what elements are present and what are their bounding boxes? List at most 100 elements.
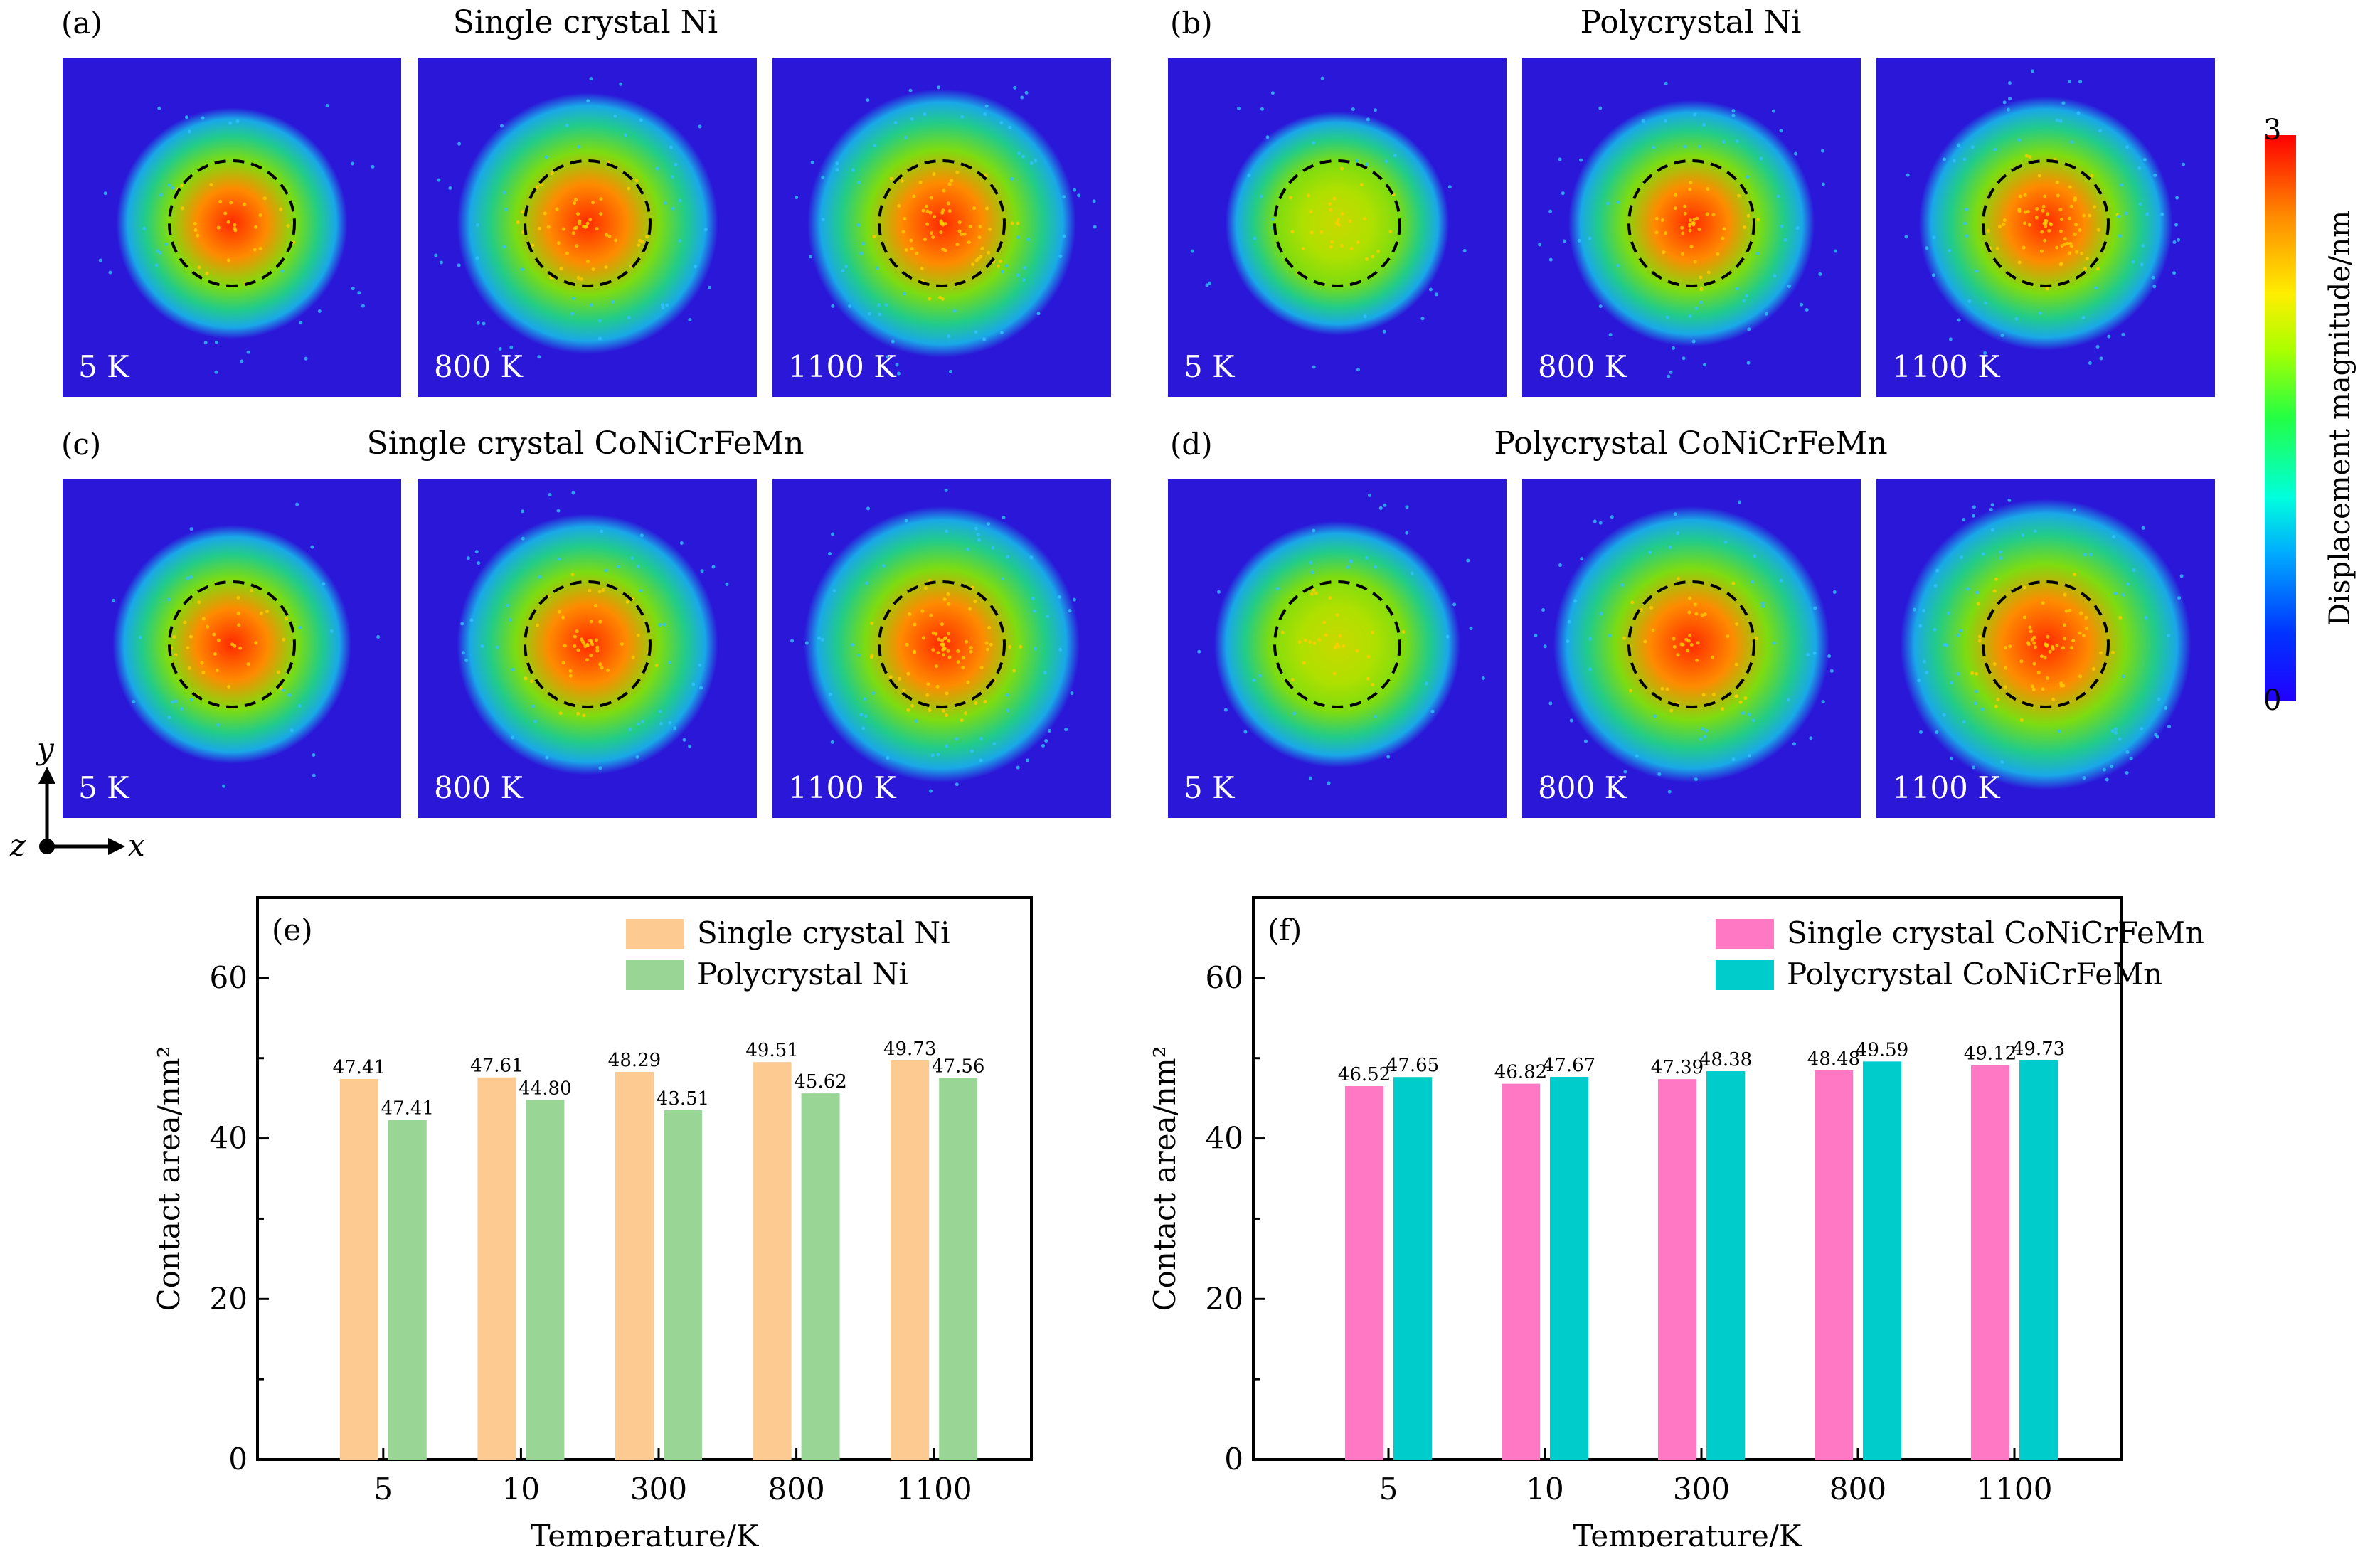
z-axis-dot (39, 839, 55, 854)
axes-indicator (38, 767, 125, 855)
bar (1345, 1085, 1383, 1460)
y-tick-label: 60 (1206, 960, 1243, 995)
bar-value-label: 47.67 (1543, 1055, 1595, 1076)
displacement-map: 800 K (418, 479, 757, 818)
bar-value-label: 49.51 (745, 1040, 798, 1061)
bar-value-label: 48.38 (1699, 1049, 1752, 1070)
panel-title-d: Polycrystal CoNiCrFeMn (1494, 425, 1888, 462)
bar (1863, 1061, 1901, 1460)
panel-title-b: Polycrystal Ni (1580, 4, 1802, 41)
bar-value-label: 49.73 (2012, 1038, 2065, 1060)
bar (2019, 1060, 2058, 1460)
axis-y-label: y (37, 731, 54, 766)
colorbar-label: Displacement magnitude/nm (2324, 210, 2357, 627)
bar-chart-f: 0204060546.5247.651046.8247.6730047.3948… (1147, 896, 2204, 1547)
y-arrowhead (38, 767, 55, 784)
panel-title-a: Single crystal Ni (452, 4, 718, 41)
displacement-map: 800 K (1522, 479, 1861, 818)
displacement-map: 1100 K (1876, 479, 2215, 818)
displacement-map: 800 K (418, 58, 757, 397)
panel-label-a: (a) (61, 6, 102, 41)
temperature-label: 800 K (1538, 770, 1627, 805)
y-tick-label: 0 (1224, 1442, 1243, 1477)
bar (388, 1120, 427, 1460)
bar (753, 1062, 792, 1460)
panel-title-c: Single crystal CoNiCrFeMn (366, 425, 804, 462)
bar (939, 1078, 978, 1460)
y-axis-label: Contact area/nm² (1147, 1046, 1182, 1311)
x-tick-label: 300 (630, 1472, 687, 1506)
temperature-label: 5 K (1184, 349, 1235, 384)
temperature-label: 1100 K (788, 349, 896, 384)
y-tick-label: 0 (228, 1442, 248, 1477)
bar-value-label: 47.41 (333, 1057, 386, 1078)
bar-value-label: 45.62 (794, 1071, 846, 1093)
legend-swatch (1716, 960, 1774, 990)
bar (1658, 1079, 1696, 1460)
x-tick-label: 10 (502, 1472, 540, 1506)
y-axis-label: Contact area/nm² (152, 1046, 186, 1311)
colorbar (2265, 135, 2296, 701)
panel-label-b: (b) (1170, 6, 1213, 41)
x-tick-label: 300 (1673, 1472, 1730, 1506)
legend-swatch (1716, 919, 1774, 949)
bar (1550, 1077, 1588, 1460)
axis-z-label: z (10, 828, 26, 863)
bar (1393, 1077, 1432, 1460)
bar (526, 1100, 565, 1460)
bar-value-label: 48.29 (608, 1050, 661, 1071)
temperature-label: 800 K (434, 770, 523, 805)
y-tick-label: 40 (210, 1121, 248, 1156)
panel-label-c: (c) (61, 427, 102, 462)
x-arrowhead (108, 838, 125, 855)
x-axis-label: Temperature/K (1573, 1519, 1802, 1547)
bar (1706, 1070, 1745, 1460)
bar-value-label: 47.41 (381, 1098, 434, 1120)
legend-label: Single crystal CoNiCrFeMn (1787, 915, 2204, 950)
bar-value-label: 46.52 (1338, 1064, 1391, 1085)
displacement-map: 5 K (63, 479, 401, 818)
displacement-map: 5 K (1168, 58, 1507, 397)
panel-label-d: (d) (1170, 427, 1213, 462)
y-tick-label: 20 (210, 1281, 248, 1316)
x-tick-label: 1100 (896, 1472, 972, 1506)
x-tick-label: 800 (1829, 1472, 1886, 1506)
displacement-map: 5 K (63, 58, 401, 397)
bar-value-label: 47.39 (1651, 1057, 1704, 1078)
y-tick-label: 40 (1206, 1121, 1243, 1156)
x-tick-label: 1100 (1977, 1472, 2053, 1506)
legend-swatch (626, 919, 684, 949)
legend-label: Polycrystal Ni (697, 957, 908, 992)
bar-value-label: 44.80 (519, 1078, 571, 1099)
bar-value-label: 43.51 (657, 1088, 709, 1110)
bar (801, 1093, 840, 1460)
axis-x-label: x (128, 828, 145, 863)
x-tick-label: 800 (768, 1472, 825, 1506)
x-tick-label: 5 (373, 1472, 393, 1506)
legend-swatch (626, 960, 684, 990)
temperature-label: 1100 K (788, 770, 896, 805)
temperature-label: 5 K (78, 349, 129, 384)
bar-value-label: 48.48 (1807, 1048, 1860, 1070)
bar-value-label: 47.56 (932, 1056, 984, 1077)
colorbar-min-label: 0 (2263, 684, 2282, 717)
displacement-map: 1100 K (1876, 58, 2215, 397)
bar-value-label: 49.73 (883, 1038, 936, 1060)
temperature-label: 1100 K (1892, 349, 2000, 384)
displacement-map: 1100 K (772, 479, 1111, 818)
temperature-label: 800 K (434, 349, 523, 384)
y-tick-label: 60 (210, 960, 248, 995)
x-axis-label: Temperature/K (531, 1519, 760, 1547)
bar (891, 1060, 930, 1460)
bar (1502, 1083, 1540, 1460)
y-tick-label: 20 (1206, 1281, 1243, 1316)
bar (615, 1072, 654, 1460)
bar-value-label: 47.61 (470, 1056, 523, 1077)
bar (1971, 1065, 2009, 1460)
bar (339, 1078, 378, 1460)
bar-value-label: 49.12 (1964, 1043, 2017, 1065)
bar (664, 1110, 702, 1460)
bar (477, 1077, 516, 1460)
bar-value-label: 46.82 (1494, 1062, 1547, 1083)
